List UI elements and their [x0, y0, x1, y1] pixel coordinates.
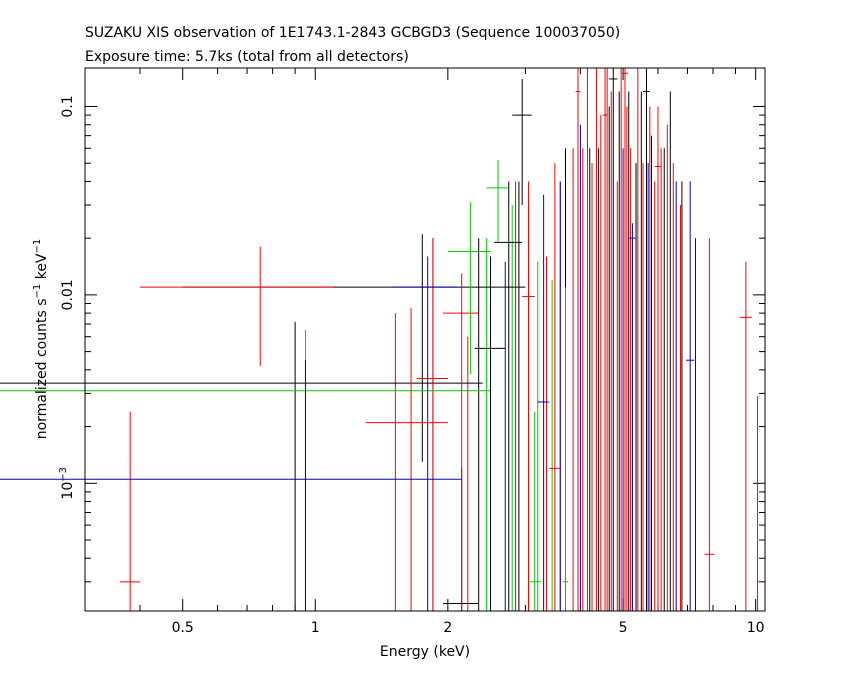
data-layer — [0, 68, 759, 611]
y-tick-label: 10−3 — [58, 467, 76, 500]
x-tick-label: 10 — [747, 620, 765, 636]
plot-frame — [84, 67, 766, 612]
y-tick-label-base: 10 — [60, 482, 76, 500]
y-tick-label: 0.1 — [60, 95, 76, 117]
svg-text:normalized counts s−1 keV−1: normalized counts s−1 keV−1 — [32, 239, 50, 440]
y-tick-label-text: 0.01 — [60, 279, 76, 310]
chart-title: SUZAKU XIS observation of 1E1743.1-2843 … — [85, 25, 620, 41]
y-tick-label: 0.01 — [60, 279, 76, 310]
x-tick-label: 0.5 — [172, 620, 194, 636]
y-axis-label-exp1: −1 — [32, 284, 43, 299]
x-tick-label: 2 — [443, 620, 452, 636]
y-axis-label-mid: keV — [34, 253, 50, 284]
chart-subtitle: Exposure time: 5.7ks (total from all det… — [85, 49, 409, 65]
y-axis-label-main: normalized counts s — [34, 298, 50, 439]
y-tick-label-exp: −3 — [58, 467, 69, 482]
x-tick-label: 5 — [619, 620, 628, 636]
y-axis-label-exp2: −1 — [32, 239, 43, 254]
x-tick-label: 1 — [311, 620, 320, 636]
y-axis-label: normalized counts s−1 keV−1 — [32, 239, 50, 440]
x-axis-label: Energy (keV) — [380, 644, 470, 660]
y-tick-label-text: 10−3 — [58, 467, 76, 500]
y-tick-label-text: 0.1 — [60, 95, 76, 117]
